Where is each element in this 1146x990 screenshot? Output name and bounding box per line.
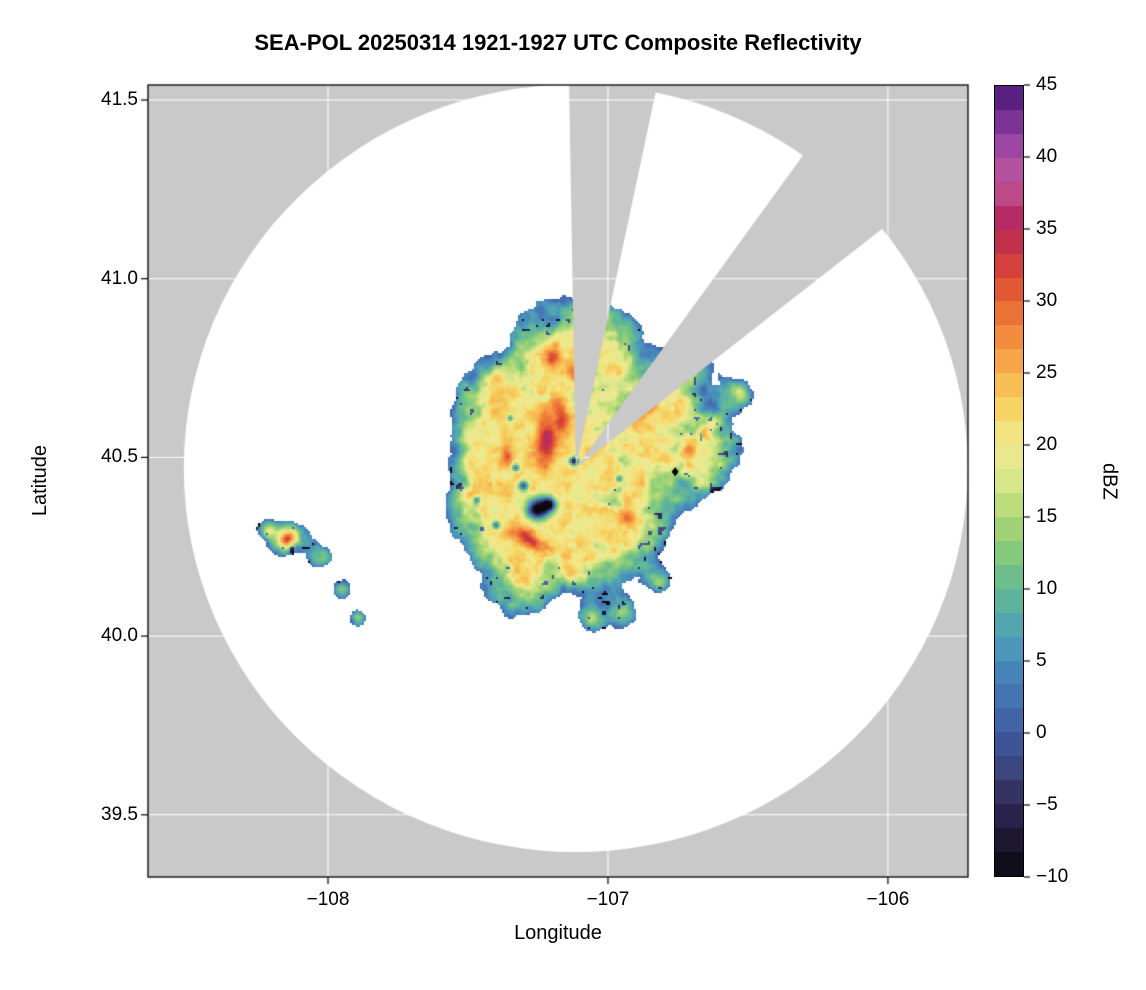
- x-axis-label: Longitude: [514, 922, 602, 944]
- colorbar-band: [995, 445, 1023, 469]
- colorbar: [994, 85, 1024, 877]
- colorbar-band: [995, 780, 1023, 805]
- y-axis-label-wrap: Latitude: [24, 85, 56, 877]
- colorbar-band: [995, 373, 1023, 398]
- colorbar-band: [995, 397, 1023, 422]
- colorbar-band: [995, 301, 1023, 326]
- colorbar-band: [995, 612, 1023, 637]
- colorbar-band: [995, 492, 1023, 517]
- colorbar-band: [995, 229, 1023, 254]
- colorbar-band: [995, 684, 1023, 709]
- colorbar-band: [995, 469, 1023, 493]
- colorbar-band: [995, 349, 1023, 374]
- colorbar-band: [995, 421, 1023, 446]
- colorbar-band: [995, 564, 1023, 589]
- colorbar-band: [995, 636, 1023, 661]
- colorbar-band: [995, 181, 1023, 206]
- colorbar-band: [995, 708, 1023, 733]
- chart-title: SEA-POL 20250314 1921-1927 UTC Composite…: [254, 30, 862, 55]
- colorbar-band: [995, 133, 1023, 158]
- colorbar-band: [995, 253, 1023, 278]
- colorbar-band: [995, 756, 1023, 781]
- colorbar-band: [995, 157, 1023, 182]
- colorbar-band: [995, 732, 1023, 757]
- colorbar-band: [995, 540, 1023, 565]
- colorbar-band: [995, 828, 1023, 852]
- colorbar-band: [995, 804, 1023, 829]
- colorbar-band: [995, 86, 1023, 110]
- colorbar-band: [995, 660, 1023, 685]
- colorbar-band: [995, 277, 1023, 302]
- y-axis-label: Latitude: [28, 445, 51, 517]
- colorbar-band: [995, 588, 1023, 613]
- colorbar-label-wrap: dBZ: [1092, 85, 1126, 877]
- colorbar-band: [995, 325, 1023, 350]
- colorbar-band: [995, 109, 1023, 134]
- colorbar-label: dBZ: [1098, 462, 1121, 500]
- colorbar-band: [995, 852, 1023, 876]
- colorbar-band: [995, 516, 1023, 541]
- colorbar-band: [995, 205, 1023, 230]
